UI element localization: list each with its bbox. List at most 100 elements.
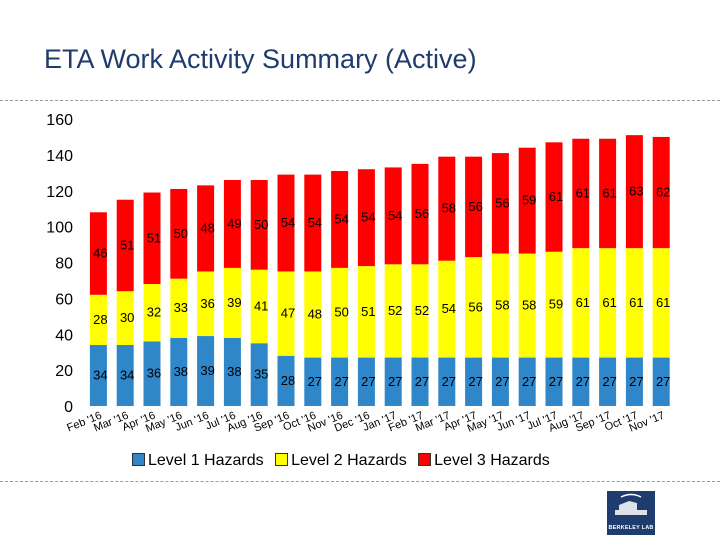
stacked-bar-chart: 0 20 40 60 80 100 120 140 160 34 28 46 34 30 51 36 32 51… [46, 112, 670, 435]
y-tick-label: 0 [64, 399, 73, 416]
data-label: 63 [629, 184, 643, 199]
data-label: 27 [361, 374, 375, 389]
bar-segment [384, 264, 402, 358]
data-label: 28 [281, 373, 295, 388]
bar-segment [411, 357, 429, 406]
bar-segment [89, 212, 107, 295]
bar-segment [411, 264, 429, 358]
data-label: 27 [334, 374, 348, 389]
building-icon [615, 493, 647, 515]
y-tick-label: 40 [55, 327, 73, 344]
bar-segment [223, 267, 241, 338]
bar-segment [652, 357, 670, 406]
data-label: 39 [227, 295, 241, 310]
data-label: 56 [468, 199, 482, 214]
bar-segment [250, 343, 268, 406]
bar-segment [277, 271, 295, 356]
y-tick-label: 120 [46, 184, 73, 201]
legend-swatch-level2 [275, 453, 289, 466]
data-label: 49 [227, 216, 241, 231]
bar-segment [438, 260, 456, 358]
data-label: 62 [656, 185, 670, 200]
data-label: 38 [227, 364, 241, 379]
data-label: 56 [495, 195, 509, 210]
bar-segment [518, 147, 536, 254]
legend-label-level1: Level 1 Hazards [148, 452, 264, 469]
data-label: 54 [388, 208, 402, 223]
data-label: 27 [549, 374, 563, 389]
data-label: 58 [442, 201, 456, 216]
bar-segment [572, 138, 590, 249]
data-label: 33 [174, 300, 188, 315]
data-label: 52 [388, 303, 402, 318]
data-label: 27 [388, 374, 402, 389]
data-label: 27 [468, 374, 482, 389]
data-label: 51 [361, 304, 375, 319]
data-label: 27 [495, 374, 509, 389]
footer-divider [0, 481, 720, 482]
y-tick-label: 140 [46, 148, 73, 165]
legend-item-level1: Level 1 Hazards [132, 452, 264, 470]
bar-segment [599, 357, 617, 406]
bar-segment [357, 266, 375, 358]
bar-segment [545, 357, 563, 406]
data-label: 46 [93, 246, 107, 261]
bar-segment [89, 345, 107, 406]
bar-segment [465, 357, 483, 406]
data-label: 56 [468, 299, 482, 314]
bar-segment [518, 357, 536, 406]
bar-segment [331, 267, 349, 358]
data-label: 28 [93, 312, 107, 327]
data-label: 61 [602, 295, 616, 310]
data-label: 50 [334, 305, 348, 320]
data-label: 54 [308, 215, 322, 230]
data-label: 54 [334, 211, 348, 226]
bar-segment [116, 345, 134, 406]
data-label: 32 [147, 305, 161, 320]
data-label: 56 [415, 206, 429, 221]
bar-segment [197, 271, 215, 337]
bar-segment [304, 174, 322, 272]
legend-swatch-level1 [132, 453, 145, 466]
bar-segment [116, 199, 134, 292]
bar-segment [116, 291, 134, 346]
y-tick-label: 100 [46, 220, 73, 237]
bar-segment [599, 248, 617, 358]
data-label: 61 [656, 295, 670, 310]
bar-segment [545, 251, 563, 358]
bar-segment [384, 357, 402, 406]
bar-segment [518, 253, 536, 358]
bar-segment [277, 174, 295, 272]
bar-segment [197, 185, 215, 272]
bar-segment [438, 156, 456, 261]
bar-segment [89, 294, 107, 346]
bar-segment [572, 357, 590, 406]
data-label: 48 [200, 220, 214, 235]
bar-segment [625, 248, 643, 358]
data-label: 61 [549, 189, 563, 204]
bar-segment [250, 269, 268, 344]
data-label: 27 [415, 374, 429, 389]
data-label: 51 [120, 237, 134, 252]
data-label: 34 [93, 368, 107, 383]
data-label: 52 [415, 303, 429, 318]
bar-segment [438, 357, 456, 406]
data-label: 30 [120, 310, 134, 325]
bar-segment [250, 179, 268, 270]
data-label: 27 [576, 374, 590, 389]
y-tick-label: 60 [55, 291, 73, 308]
bar-segment [545, 142, 563, 252]
bar-segment [465, 257, 483, 358]
bar-segment [277, 355, 295, 406]
data-label: 39 [200, 363, 214, 378]
data-label: 27 [629, 374, 643, 389]
data-label: 27 [522, 374, 536, 389]
data-label: 47 [281, 306, 295, 321]
data-label: 50 [174, 226, 188, 241]
bars [89, 135, 670, 407]
title-divider [0, 100, 720, 101]
y-tick-label: 80 [55, 256, 73, 273]
logo-text: BERKELEY LAB [608, 525, 654, 531]
data-label: 54 [361, 210, 375, 225]
data-label: 51 [147, 230, 161, 245]
